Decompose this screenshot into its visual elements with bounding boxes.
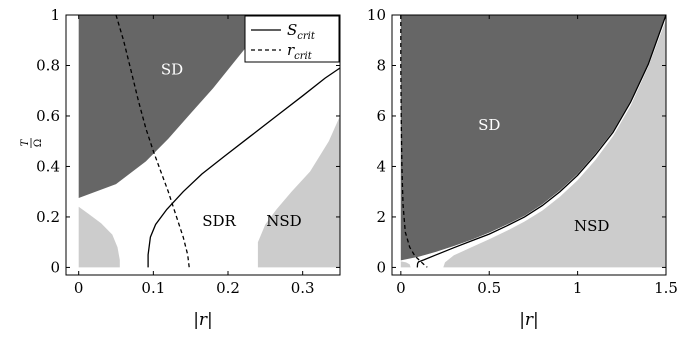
curve-s-crit xyxy=(147,67,340,268)
y-tick-label: 0 xyxy=(376,258,386,276)
y-tick-label: 0.8 xyxy=(36,56,60,74)
y-tick-label: 0.2 xyxy=(36,208,60,226)
y-tick-label: 6 xyxy=(376,107,386,125)
x-tick-label: 0 xyxy=(396,279,406,297)
region-nsd xyxy=(257,116,340,268)
plot-area xyxy=(392,15,666,275)
axes-frame xyxy=(65,14,341,276)
x-axis-label: |r| xyxy=(193,310,213,330)
y-tick-label: 2 xyxy=(376,208,386,226)
region-nsd-left xyxy=(400,261,411,268)
region-label-nsd: NSD xyxy=(574,217,609,235)
y-label-numerator: T xyxy=(20,138,31,146)
curve-r-crit xyxy=(115,15,190,268)
y-tick-label: 0.6 xyxy=(36,107,60,125)
region-sd xyxy=(78,15,273,198)
curve-r-crit xyxy=(400,15,428,268)
region-label-sd: SD xyxy=(161,61,183,79)
legend-box xyxy=(244,15,340,63)
y-tick-label: 10 xyxy=(367,6,386,24)
y-label-denominator: Ω xyxy=(33,139,44,147)
region-label-sdr: SDR xyxy=(202,212,236,230)
region-label-nsd: NSD xyxy=(266,212,301,230)
region-sd xyxy=(400,15,666,261)
x-tick-label: 0.2 xyxy=(216,279,240,297)
panel-2: SD NSD 0 0.5 1 1.5 0 2 4 6 8 10 |r| xyxy=(367,6,678,330)
x-tick-label: 1 xyxy=(573,279,583,297)
x-tick-label: 0.1 xyxy=(141,279,165,297)
x-tick-label: 0.5 xyxy=(477,279,501,297)
region-label-sd: SD xyxy=(478,116,500,134)
curve-s-crit xyxy=(416,15,666,268)
y-tick-label: 4 xyxy=(376,157,386,175)
legend-entry-s-crit: Scrit xyxy=(287,21,316,42)
region-nsd-left xyxy=(78,206,120,268)
region-nsd xyxy=(443,20,666,268)
y-tick-label: 0.4 xyxy=(36,157,60,175)
x-axis-label: |r| xyxy=(519,310,539,330)
y-tick-label: 1 xyxy=(50,6,60,24)
y-tick-label: 8 xyxy=(376,56,386,74)
panel-1: SD NSD SDR 0 0.1 0.2 0.3 0 0.2 0.4 0.6 0.8 1 |r| T Ω Scr… xyxy=(20,6,341,330)
axes-frame xyxy=(391,14,667,276)
x-tick-label: 1.5 xyxy=(654,279,678,297)
x-tick-label: 0.3 xyxy=(291,279,315,297)
x-tick-label: 0 xyxy=(74,279,84,297)
legend-entry-r-crit: rcrit xyxy=(287,41,313,62)
y-tick-label: 0 xyxy=(50,258,60,276)
